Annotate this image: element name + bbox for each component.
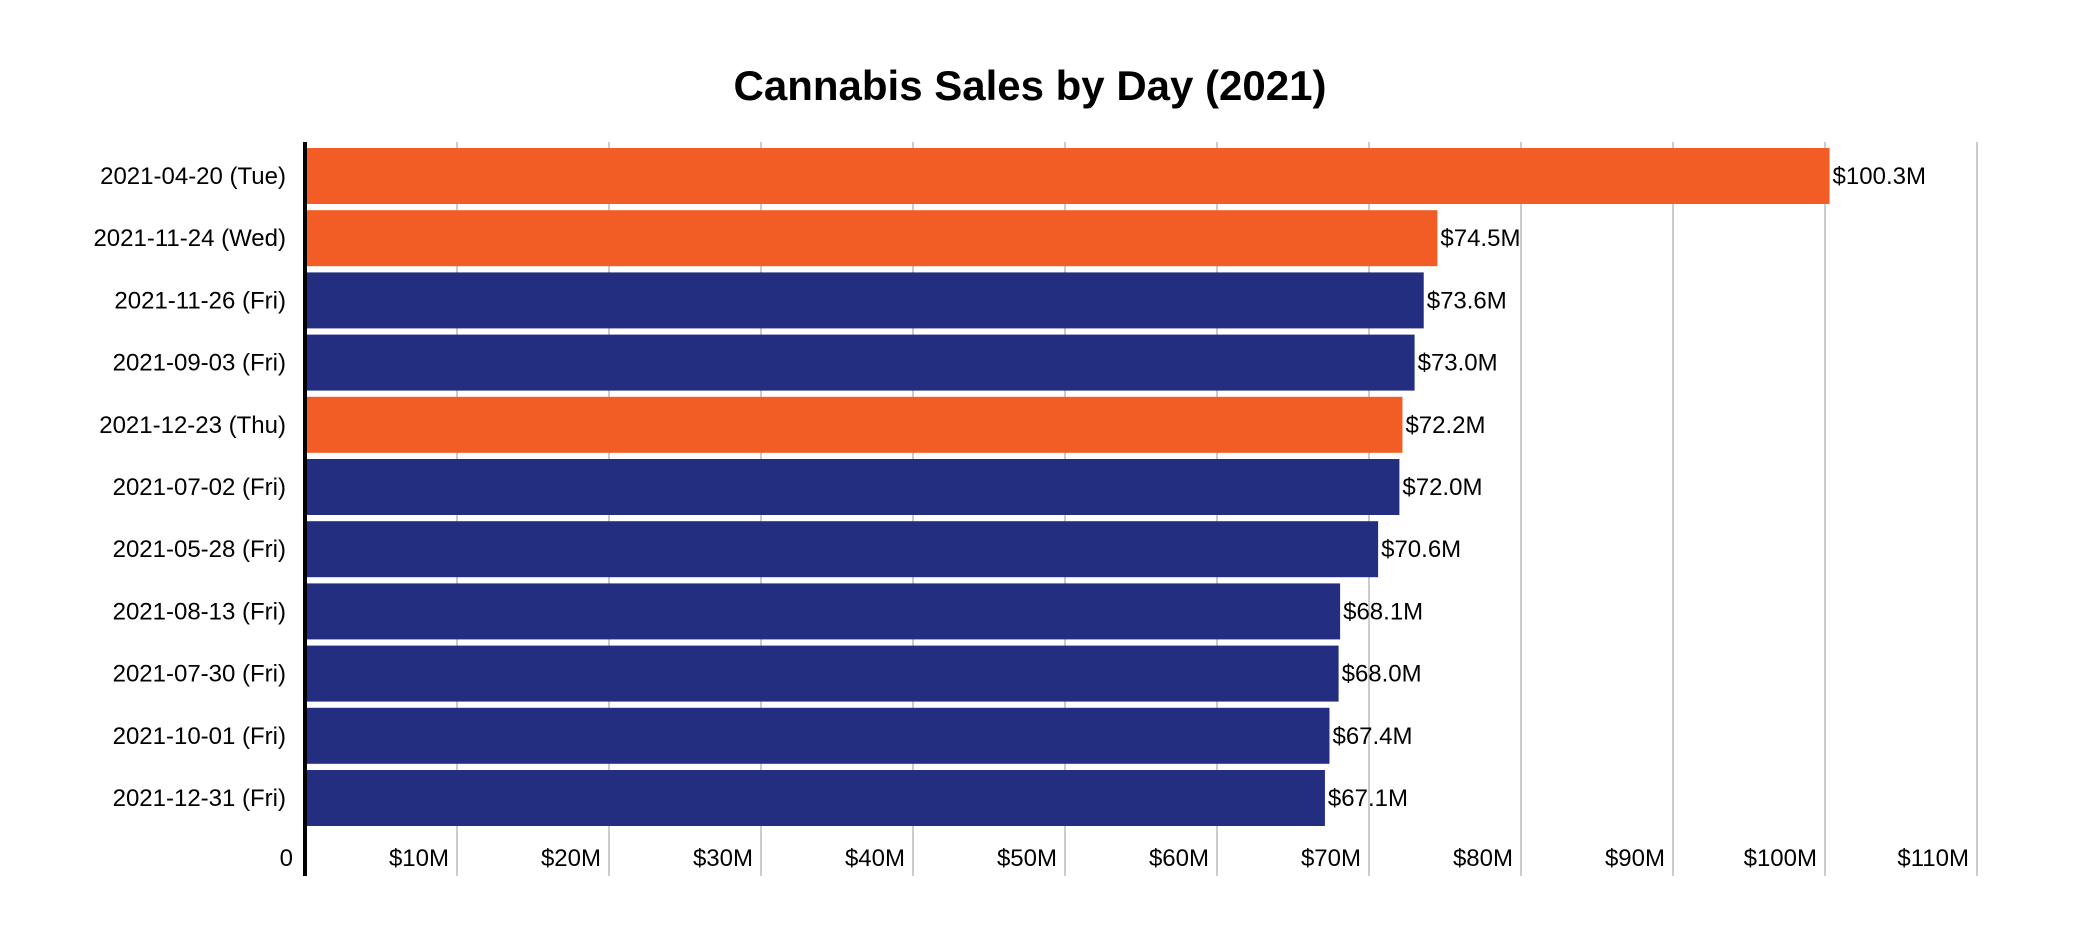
data-label: $67.1M	[1328, 785, 1408, 812]
bar	[305, 521, 1379, 578]
x-tick-label: $90M	[1605, 845, 1665, 872]
x-tick-label: $30M	[693, 845, 753, 872]
bar	[305, 770, 1325, 826]
bar	[305, 210, 1438, 267]
bar	[305, 148, 1830, 204]
bars: $100.3M $74.5M $73.6M $73.0M $72.2M $72.0M $70…	[305, 148, 1926, 826]
x-tick-label: $20M	[541, 845, 601, 872]
bar	[305, 459, 1400, 515]
category-label: 2021-09-03 (Fri)	[113, 350, 286, 377]
x-tick-label: $70M	[1301, 845, 1361, 872]
category-label: 2021-10-01 (Fri)	[113, 723, 286, 750]
bar	[305, 334, 1415, 391]
bar	[305, 707, 1330, 764]
data-label: $73.6M	[1427, 287, 1507, 314]
chart-title: Cannabis Sales by Day (2021)	[734, 62, 1327, 109]
x-tick-label: $50M	[997, 845, 1057, 872]
x-tick-label: $40M	[845, 845, 905, 872]
bar	[305, 645, 1339, 702]
x-tick-label: 0	[280, 845, 293, 872]
data-label: $72.0M	[1402, 474, 1482, 501]
x-tick-labels: 0 $10M $20M $30M $40M $50M $60M $70M $80M $90M $10…	[280, 845, 1969, 872]
bar	[305, 396, 1403, 453]
category-label: 2021-07-30 (Fri)	[113, 661, 286, 688]
data-label: $100.3M	[1833, 163, 1926, 190]
x-tick-label: $100M	[1744, 845, 1817, 872]
category-labels: 2021-04-20 (Tue) 2021-11-24 (Wed) 2021-11-…	[93, 163, 286, 812]
category-label: 2021-11-26 (Fri)	[114, 287, 286, 314]
data-label: $68.1M	[1343, 598, 1423, 625]
x-tick-label: $10M	[389, 845, 449, 872]
bar	[305, 583, 1341, 640]
category-label: 2021-07-02 (Fri)	[113, 474, 286, 501]
category-label: 2021-08-13 (Fri)	[113, 598, 286, 625]
category-label: 2021-05-28 (Fri)	[113, 536, 286, 563]
x-tick-label: $80M	[1453, 845, 1513, 872]
data-label: $67.4M	[1332, 723, 1412, 750]
category-label: 2021-11-24 (Wed)	[93, 225, 286, 252]
data-label: $70.6M	[1381, 536, 1461, 563]
category-label: 2021-12-31 (Fri)	[113, 785, 286, 812]
data-label: $72.2M	[1405, 412, 1485, 439]
data-label: $74.5M	[1440, 225, 1520, 252]
category-label: 2021-12-23 (Thu)	[99, 412, 286, 439]
data-label: $73.0M	[1418, 350, 1498, 377]
x-tick-label: $60M	[1149, 845, 1209, 872]
x-tick-label: $110M	[1897, 845, 1969, 872]
bar	[305, 272, 1424, 329]
data-label: $68.0M	[1342, 661, 1422, 688]
category-label: 2021-04-20 (Tue)	[100, 163, 286, 190]
